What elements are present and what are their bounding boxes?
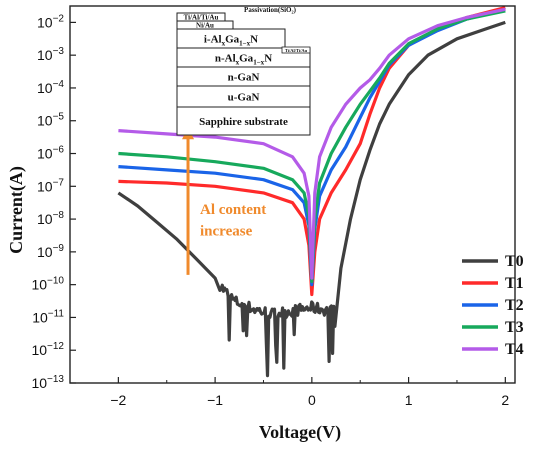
y-tick-label: 10−6 bbox=[37, 145, 64, 162]
x-tick-label: −2 bbox=[110, 392, 126, 408]
x-tick-label: 2 bbox=[501, 392, 509, 408]
series-layer bbox=[117, 6, 506, 378]
y-tick-label: 10−11 bbox=[32, 308, 64, 325]
x-tick-label: 1 bbox=[405, 392, 413, 408]
inset-layer-label: u-GaN bbox=[228, 91, 260, 103]
y-tick-label: 10−13 bbox=[31, 374, 64, 391]
inset-side-contact bbox=[281, 46, 311, 54]
annotation-line-2: increase bbox=[200, 223, 253, 239]
y-tick-label: 10−4 bbox=[37, 79, 64, 96]
y-tick-label: 10−12 bbox=[31, 341, 64, 358]
y-axis-title: Current(A) bbox=[6, 166, 27, 254]
axes: −2 −1 0 1 2 10−13 10−12 10−11 10−10 10−9 10−8 10−7 1… bbox=[31, 5, 516, 408]
series-line-t4 bbox=[118, 7, 506, 280]
inset-layer-label: n-AlxGa1−xN bbox=[215, 52, 272, 66]
legend-label-t3: T3 bbox=[505, 319, 524, 336]
inset-layer-box bbox=[176, 106, 311, 136]
y-tick-label: 10−8 bbox=[37, 210, 64, 227]
inset-layer-label: i-AlxGa1−xN bbox=[204, 33, 258, 47]
y-tick-label: 10−3 bbox=[37, 46, 64, 63]
y-tick-label: 10−9 bbox=[37, 243, 64, 260]
legend-label-t4: T4 bbox=[505, 341, 524, 358]
annotation: Al content increase bbox=[182, 127, 266, 275]
annotation-line-1: Al content bbox=[200, 202, 266, 218]
inset-layer-label: Ni/Au bbox=[196, 22, 214, 30]
x-tick-label: −1 bbox=[207, 392, 223, 408]
y-tick-label: 10−5 bbox=[37, 112, 64, 129]
series-line-t0 bbox=[117, 20, 506, 378]
x-tick-label: 0 bbox=[308, 392, 316, 408]
series-line-t3 bbox=[118, 9, 506, 283]
inset-layer-label: Ti/Al/Ti/Au bbox=[184, 14, 219, 22]
legend-label-t2: T2 bbox=[505, 297, 524, 314]
x-axis-title: Voltage(V) bbox=[259, 422, 341, 443]
plot-frame bbox=[69, 5, 516, 384]
legend-label-t1: T1 bbox=[505, 275, 524, 292]
inset-device-structure: Ti/Al/Ti/AuNi/Aui-AlxGa1−xNn-AlxGa1−xNn-… bbox=[176, 6, 311, 136]
y-tick-label: 10−7 bbox=[37, 177, 64, 194]
legend: T0 T1 T2 T3 T4 bbox=[462, 253, 524, 358]
inset-layer-label: Sapphire substrate bbox=[199, 116, 288, 128]
inset-side-contact-label: Ti/Al/Ti/Au bbox=[285, 48, 308, 53]
inset-layer-label: n-GaN bbox=[228, 71, 260, 83]
legend-label-t0: T0 bbox=[505, 253, 524, 270]
y-tick-label: 10−10 bbox=[31, 276, 64, 293]
inset-passivation-label: Passivation(SiO₂) bbox=[244, 6, 297, 14]
y-tick-label: 10−2 bbox=[37, 13, 64, 30]
